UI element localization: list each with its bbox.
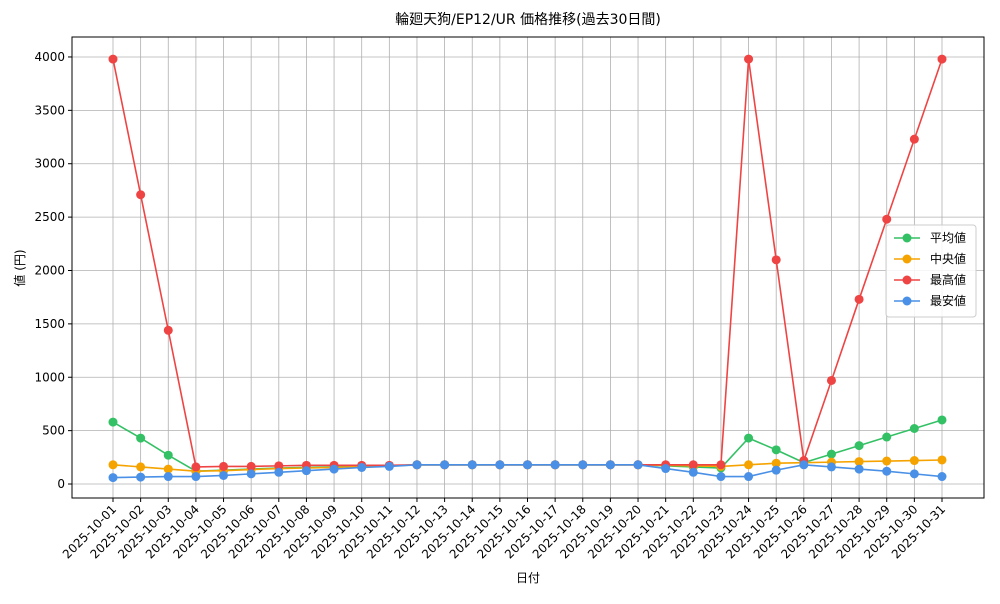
data-point xyxy=(937,54,947,64)
data-point xyxy=(246,469,256,479)
data-point xyxy=(108,54,118,64)
data-point xyxy=(909,456,919,466)
data-point xyxy=(744,472,754,482)
y-tick-label: 3000 xyxy=(34,157,65,171)
x-axis-label: 日付 xyxy=(516,571,540,585)
data-point xyxy=(882,432,892,442)
data-point xyxy=(799,460,809,470)
data-point xyxy=(854,457,864,467)
data-point xyxy=(716,460,726,470)
y-tick-label: 2000 xyxy=(34,263,65,277)
legend-marker xyxy=(902,233,912,243)
data-point xyxy=(688,460,698,470)
data-point xyxy=(826,462,836,472)
data-point xyxy=(108,417,118,427)
data-point xyxy=(384,461,394,471)
data-point xyxy=(909,134,919,144)
data-point xyxy=(633,460,643,470)
data-point xyxy=(136,190,146,200)
data-point xyxy=(578,460,588,470)
data-point xyxy=(661,464,671,474)
data-point xyxy=(909,423,919,433)
legend-label: 最高値 xyxy=(930,272,966,287)
data-point xyxy=(744,433,754,443)
data-point xyxy=(826,449,836,459)
legend-label: 平均値 xyxy=(930,230,966,245)
data-point xyxy=(495,460,505,470)
data-point xyxy=(108,460,118,470)
data-point xyxy=(882,214,892,224)
data-point xyxy=(191,462,201,472)
data-point xyxy=(274,461,284,471)
data-point xyxy=(744,460,754,470)
data-point xyxy=(744,54,754,64)
y-tick-label: 500 xyxy=(42,424,65,438)
data-point xyxy=(854,441,864,451)
data-point xyxy=(219,470,229,480)
data-point xyxy=(329,464,339,474)
data-point xyxy=(301,466,311,476)
data-point xyxy=(191,472,201,482)
data-point xyxy=(854,294,864,304)
y-tick-label: 1500 xyxy=(34,317,65,331)
data-point xyxy=(523,460,532,470)
legend-label: 中央値 xyxy=(930,251,966,266)
data-point xyxy=(274,467,284,477)
data-point xyxy=(854,464,864,474)
data-point xyxy=(771,465,781,475)
data-point xyxy=(882,466,892,476)
data-point xyxy=(136,462,146,472)
data-point xyxy=(219,461,229,471)
data-point xyxy=(909,469,919,479)
data-point xyxy=(357,462,367,472)
data-point xyxy=(246,461,256,471)
data-point xyxy=(771,458,781,468)
data-point xyxy=(163,325,173,335)
y-tick-label: 3500 xyxy=(34,103,65,117)
y-tick-label: 4000 xyxy=(34,50,65,64)
legend-box xyxy=(885,224,977,318)
data-point xyxy=(771,445,781,455)
data-point xyxy=(771,255,781,265)
y-tick-label: 0 xyxy=(57,477,65,491)
data-point xyxy=(136,433,146,443)
y-axis-label: 値 (円) xyxy=(12,249,27,286)
chart-title: 輪廻天狗/EP12/UR 価格推移(過去30日間) xyxy=(395,11,661,28)
data-point xyxy=(605,460,615,470)
data-point xyxy=(937,455,947,465)
legend-label: 最安値 xyxy=(930,293,966,308)
data-point xyxy=(412,460,422,470)
y-tick-label: 1000 xyxy=(34,370,65,384)
legend-marker xyxy=(902,275,912,285)
data-point xyxy=(882,456,892,466)
data-point xyxy=(467,460,477,470)
data-point xyxy=(716,472,726,482)
legend-marker xyxy=(902,296,912,306)
data-point xyxy=(826,375,836,385)
data-point xyxy=(688,467,698,477)
data-point xyxy=(163,450,173,460)
plot-frame xyxy=(71,36,985,499)
data-point xyxy=(937,415,947,425)
y-tick-label: 2500 xyxy=(34,210,65,224)
data-point xyxy=(163,472,173,482)
data-point xyxy=(163,464,173,474)
legend-marker xyxy=(902,254,912,264)
data-point xyxy=(550,460,560,470)
data-point xyxy=(136,472,146,482)
data-point xyxy=(440,460,450,470)
data-point xyxy=(108,473,118,483)
data-point xyxy=(937,472,947,482)
